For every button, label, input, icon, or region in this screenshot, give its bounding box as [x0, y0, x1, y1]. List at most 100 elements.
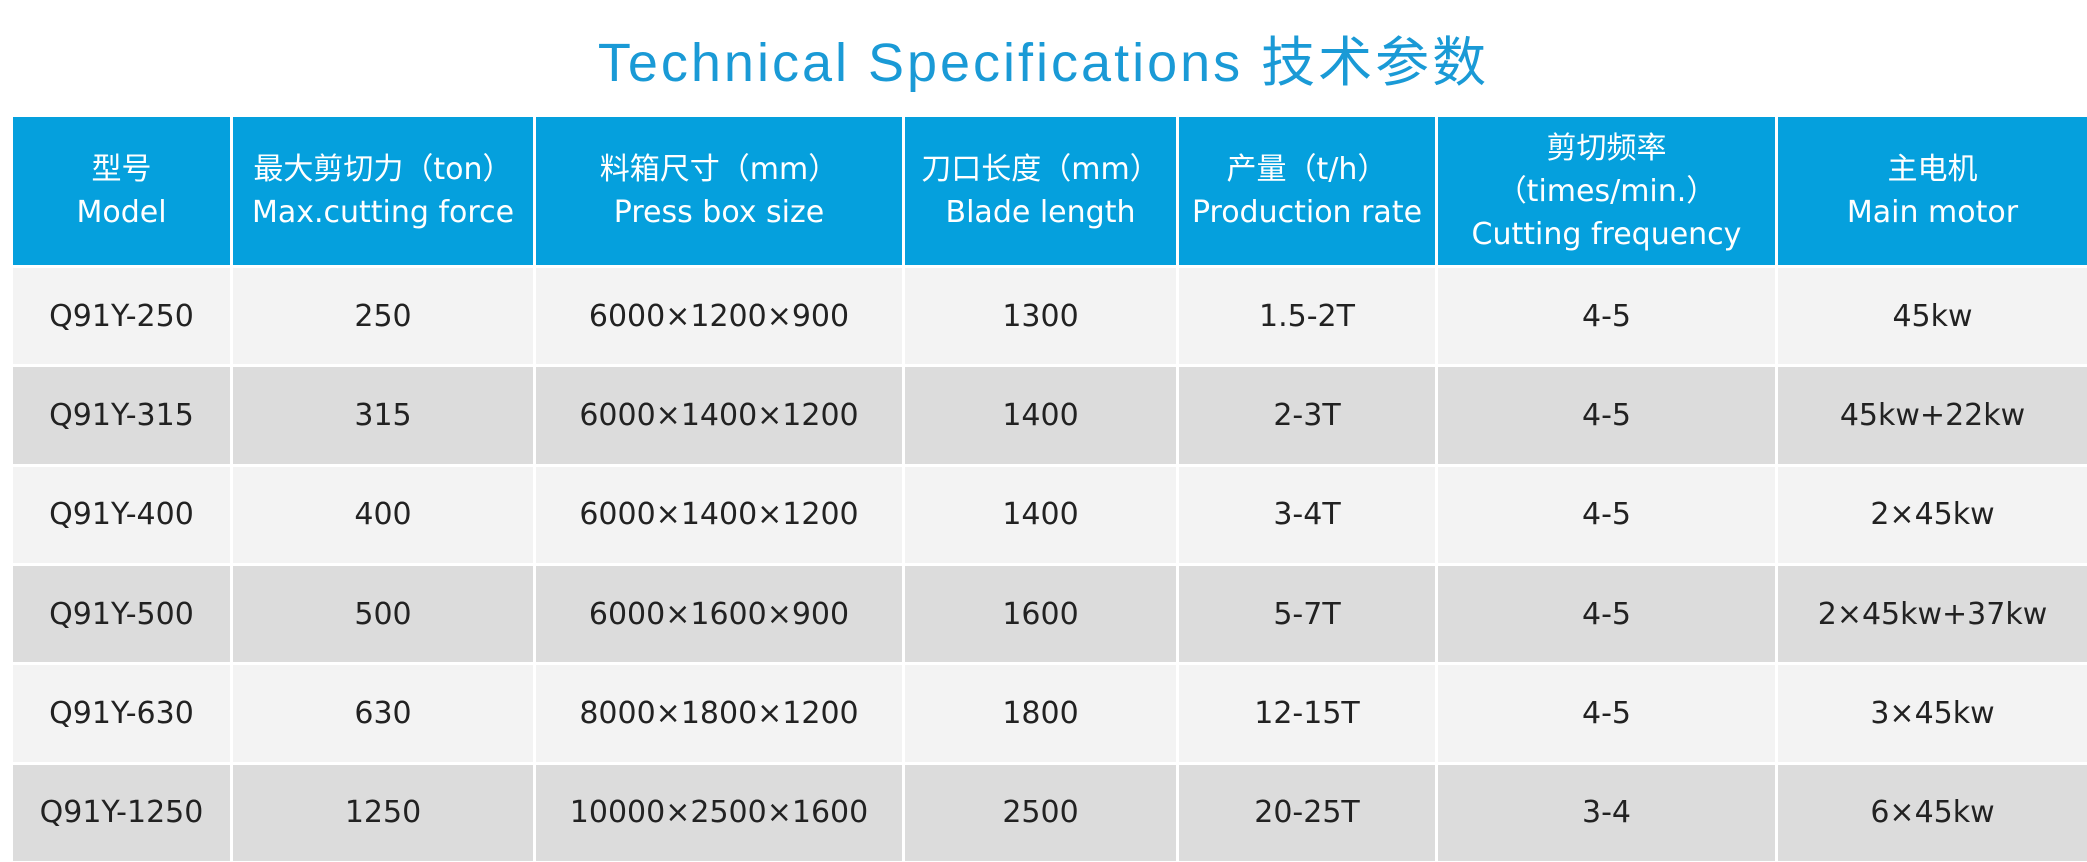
header-text: 刀口长度（mm）: [921, 152, 1160, 187]
cell-text: 3-4T: [1273, 497, 1341, 533]
table-cell: 1.5-2T: [1179, 268, 1435, 365]
spec-table: 型号 Model 最大剪切力（ton） Max.cutting force 料箱尺寸（m…: [13, 117, 2087, 861]
table-cell: 4-5: [1438, 566, 1775, 663]
header-text: 最大剪切力（ton）: [253, 152, 513, 187]
header-text: Press box size: [613, 195, 825, 230]
header-text: Blade length: [945, 195, 1136, 230]
table-cell: Q91Y-315: [13, 367, 230, 464]
table-cell: 1300: [905, 268, 1176, 365]
cell-text: 4-5: [1582, 298, 1631, 334]
cell-text: Q91Y-250: [49, 298, 194, 334]
table-cell: 6×45kw: [1778, 764, 2087, 861]
cell-text: Q91Y-630: [49, 695, 194, 731]
header-cell: 最大剪切力（ton） Max.cutting force: [233, 117, 533, 265]
cell-text: 630: [354, 695, 412, 731]
cell-text: 400: [354, 497, 412, 533]
table-cell: 1600: [905, 566, 1176, 663]
table-cell: 2500: [905, 764, 1176, 861]
cell-text: 20-25T: [1254, 795, 1360, 831]
cell-text: 2×45kw+37kw: [1817, 596, 2048, 632]
cell-text: 1800: [1002, 695, 1079, 731]
cell-text: 1400: [1002, 497, 1079, 533]
cell-text: 1.5-2T: [1259, 298, 1355, 334]
header-cell: 剪切频率 （times/min.） Cutting frequency: [1438, 117, 1775, 265]
cell-text: 6000×1400×1200: [579, 397, 859, 433]
table-cell: 4-5: [1438, 466, 1775, 563]
cell-text: 6000×1400×1200: [579, 497, 859, 533]
table-cell: 1250: [233, 764, 533, 861]
table-cell: 1800: [905, 665, 1176, 762]
header-cell: 主电机 Main motor: [1778, 117, 2087, 265]
cell-text: 3×45kw: [1870, 695, 1995, 731]
cell-text: 6000×1600×900: [588, 596, 850, 632]
cell-text: 2500: [1002, 795, 1079, 831]
table-cell: 6000×1400×1200: [536, 367, 902, 464]
table-cell: Q91Y-500: [13, 566, 230, 663]
cell-text: 2-3T: [1273, 397, 1341, 433]
cell-text: 4-5: [1582, 397, 1631, 433]
cell-text: 1600: [1002, 596, 1079, 632]
header-text: 主电机: [1887, 152, 1978, 187]
table-cell: 6000×1600×900: [536, 566, 902, 663]
table-cell: 4-5: [1438, 367, 1775, 464]
table-cell: 1400: [905, 367, 1176, 464]
header-text: 型号: [91, 152, 152, 187]
cell-text: 250: [354, 298, 412, 334]
table-cell: 8000×1800×1200: [536, 665, 902, 762]
cell-text: 4-5: [1582, 695, 1631, 731]
cell-text: 4-5: [1582, 497, 1631, 533]
page-title: Technical Specifications 技术参数: [597, 33, 1490, 93]
header-cell: 刀口长度（mm） Blade length: [905, 117, 1176, 265]
cell-text: 1250: [344, 795, 422, 831]
cell-text: 45kw+22kw: [1839, 397, 2026, 433]
cell-text: 1400: [1002, 397, 1079, 433]
cell-text: 5-7T: [1273, 596, 1341, 632]
header-text: Main motor: [1846, 195, 2019, 230]
cell-text: 500: [354, 596, 412, 632]
header-text: 料箱尺寸（mm）: [599, 152, 839, 187]
cell-text: 12-15T: [1254, 695, 1360, 731]
table-cell: 2×45kw+37kw: [1778, 566, 2087, 663]
table-cell: 5-7T: [1179, 566, 1435, 663]
header-cell: 型号 Model: [13, 117, 230, 265]
cell-text: 3-4: [1582, 795, 1631, 831]
header-text: Max.cutting force: [251, 195, 515, 230]
cell-text: Q91Y-1250: [39, 795, 204, 831]
table-cell: 250: [233, 268, 533, 365]
cell-text: 6×45kw: [1870, 795, 1995, 831]
header-text: （times/min.）: [1496, 173, 1717, 209]
cell-text: Q91Y-400: [49, 497, 194, 533]
table-cell: 45kw: [1778, 268, 2087, 365]
table-cell: 2×45kw: [1778, 466, 2087, 563]
cell-text: 4-5: [1582, 596, 1631, 632]
table-cell: 3×45kw: [1778, 665, 2087, 762]
header-text: Model: [76, 195, 167, 230]
table-cell: 1400: [905, 466, 1176, 563]
table-cell: Q91Y-1250: [13, 764, 230, 861]
cell-text: 10000×2500×1600: [569, 795, 869, 831]
table-cell: 315: [233, 367, 533, 464]
cell-text: 2×45kw: [1870, 497, 1995, 533]
cell-text: Q91Y-500: [49, 596, 194, 632]
table-cell: 2-3T: [1179, 367, 1435, 464]
table-cell: 10000×2500×1600: [536, 764, 902, 861]
header-text: Production rate: [1191, 195, 1423, 230]
table-cell: 500: [233, 566, 533, 663]
table-cell: 6000×1400×1200: [536, 466, 902, 563]
header-cell: 料箱尺寸（mm） Press box size: [536, 117, 902, 265]
header-text: Cutting frequency: [1471, 216, 1742, 252]
cell-text: 1300: [1002, 298, 1079, 334]
table-cell: 4-5: [1438, 268, 1775, 365]
cell-text: 315: [354, 397, 412, 433]
table-cell: 45kw+22kw: [1778, 367, 2087, 464]
cell-text: Q91Y-315: [49, 397, 194, 433]
table-cell: 400: [233, 466, 533, 563]
header-cell: 产量（t/h） Production rate: [1179, 117, 1435, 265]
cell-text: 8000×1800×1200: [579, 695, 859, 731]
table-cell: Q91Y-250: [13, 268, 230, 365]
cell-text: 6000×1200×900: [588, 298, 850, 334]
table-cell: 3-4: [1438, 764, 1775, 861]
table-cell: 630: [233, 665, 533, 762]
table-cell: 6000×1200×900: [536, 268, 902, 365]
